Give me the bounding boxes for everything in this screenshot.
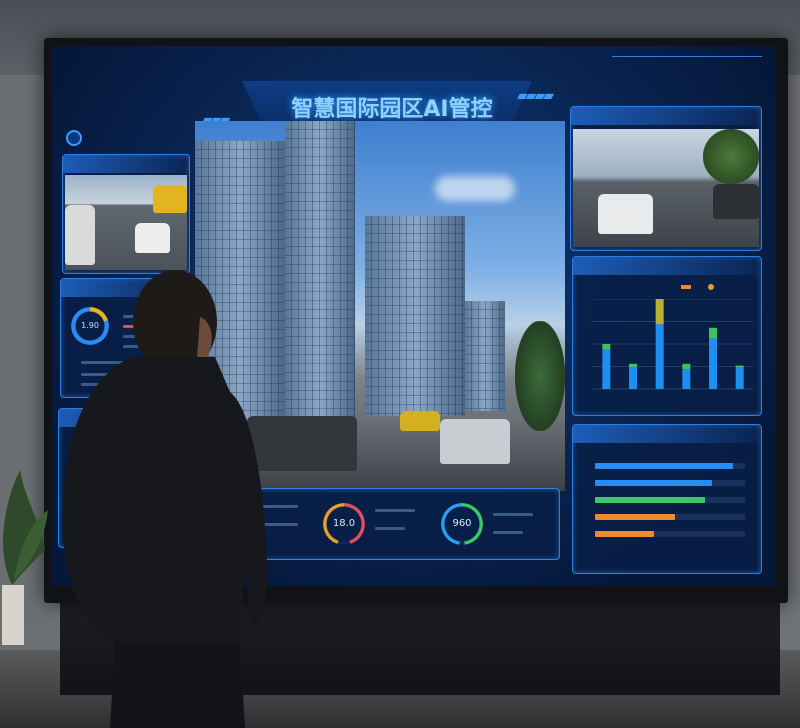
street-camera-feed xyxy=(65,175,187,270)
info-line xyxy=(81,373,121,376)
bar-segment xyxy=(629,363,637,368)
camera-panel-left xyxy=(62,154,190,274)
bar-segment xyxy=(735,365,744,368)
car xyxy=(247,416,357,471)
legend-swatch xyxy=(708,284,714,290)
info-line xyxy=(375,527,405,530)
horizontal-bar xyxy=(595,497,705,503)
horizontal-bar-panel xyxy=(572,424,762,574)
info-line xyxy=(81,361,141,364)
donut-gauge xyxy=(323,503,365,545)
bar-track xyxy=(595,531,745,537)
gauge-value: 1.90 xyxy=(81,321,99,330)
van xyxy=(65,205,95,265)
legend-line xyxy=(123,335,143,338)
bar-segment xyxy=(682,369,691,389)
dashboard-screen: 智慧国际园区AI管控 ▰▰▰ ▰▰▰▰ 1.90 xyxy=(52,46,776,586)
horizontal-bar-chart xyxy=(595,463,745,563)
info-line xyxy=(493,513,533,516)
info-line xyxy=(258,505,298,508)
horizontal-bar xyxy=(595,463,733,469)
gauge-value: 960 xyxy=(452,518,472,529)
bar-segment xyxy=(709,338,717,389)
potted-plant xyxy=(2,470,48,645)
info-line xyxy=(493,531,523,534)
legend-swatch xyxy=(681,285,691,289)
bus xyxy=(153,185,187,213)
live-camera-feed xyxy=(195,121,565,491)
stacked-bar-chart xyxy=(593,299,753,390)
bottom-metrics-panel: 18.0 960 xyxy=(252,488,560,560)
bar-chart-panel xyxy=(572,256,762,416)
bar-segment xyxy=(602,344,611,350)
panel-header xyxy=(573,257,761,275)
bar-segment xyxy=(682,363,691,370)
donut-gauge xyxy=(441,503,483,545)
donut-gauge xyxy=(71,307,109,345)
legend-line xyxy=(123,345,143,348)
cloud xyxy=(435,176,515,201)
bar-segment xyxy=(602,349,611,389)
tree xyxy=(515,321,565,431)
glass-building xyxy=(365,216,465,416)
bar-segment xyxy=(655,324,664,389)
horizontal-bar xyxy=(595,514,675,520)
bar-segment xyxy=(735,367,744,389)
glass-building xyxy=(465,301,505,411)
legend-line xyxy=(123,325,143,328)
bar-segment xyxy=(655,299,664,325)
logo-icon xyxy=(66,130,82,146)
dashboard-title: 智慧国际园区AI管控 xyxy=(291,97,493,122)
tree xyxy=(703,129,759,184)
car xyxy=(135,223,170,253)
car xyxy=(598,194,653,234)
panel-header xyxy=(571,107,761,125)
camera-panel-right xyxy=(570,106,762,251)
bar-segment xyxy=(709,327,717,339)
person-silhouette xyxy=(62,270,268,728)
street-camera-feed xyxy=(573,129,759,247)
car xyxy=(713,184,759,219)
info-line xyxy=(258,523,298,526)
legend-line xyxy=(123,315,143,318)
car xyxy=(440,419,510,464)
taxi xyxy=(400,411,440,431)
horizontal-bar xyxy=(595,480,712,486)
info-line xyxy=(375,509,415,512)
panel-header xyxy=(63,155,189,173)
gauge-value: 18.0 xyxy=(332,518,356,529)
horizontal-bar xyxy=(595,531,654,537)
bar-segment xyxy=(629,367,637,389)
panel-header xyxy=(573,425,761,443)
header-line xyxy=(612,56,762,57)
office-tower xyxy=(285,121,355,421)
stripe-decoration-icon: ▰▰▰▰ xyxy=(517,88,554,104)
office-tower xyxy=(195,141,285,431)
